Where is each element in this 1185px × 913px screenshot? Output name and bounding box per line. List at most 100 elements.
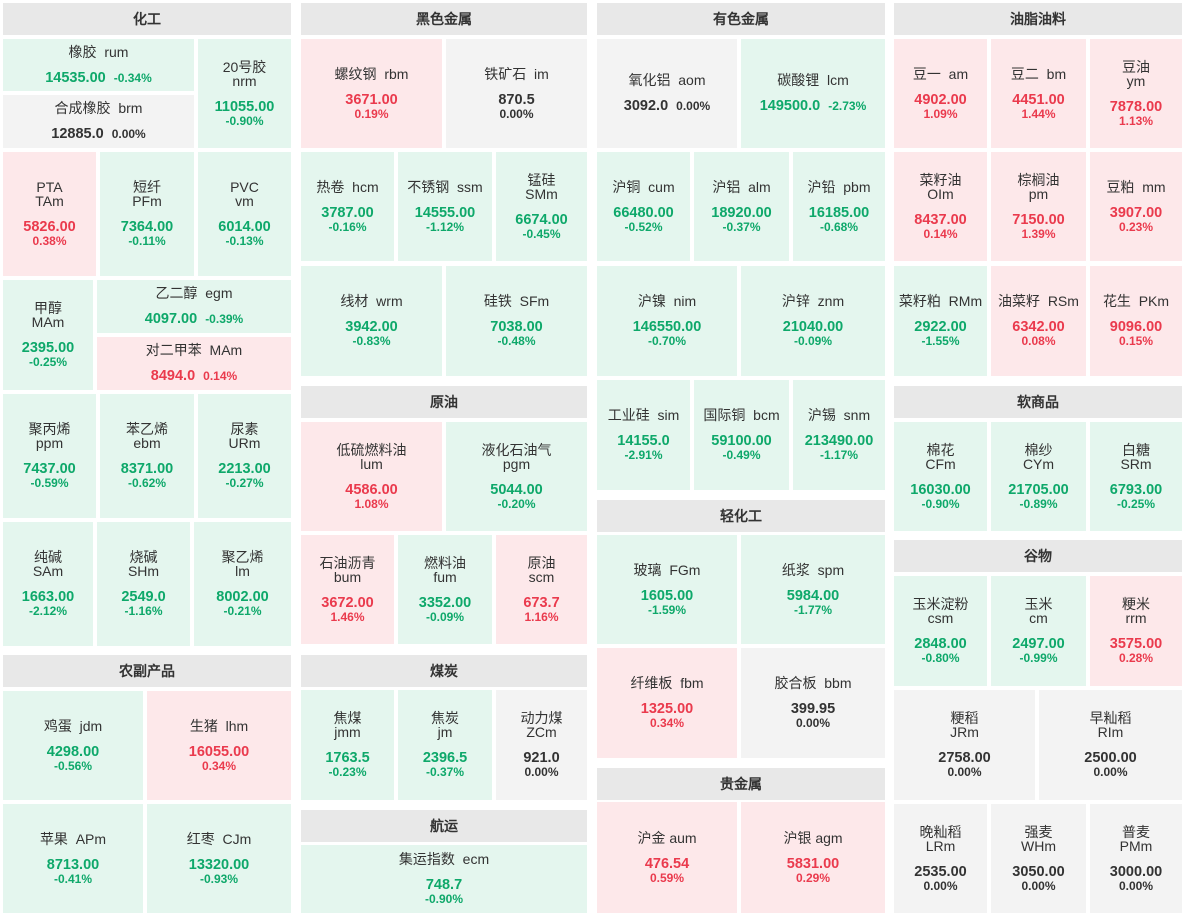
- contract-name: PTA TAm: [35, 179, 64, 209]
- contract-name: 沪锡 snm: [807, 407, 871, 423]
- futures-tile[interactable]: 胶合板 bbm 399.95 0.00%: [741, 648, 885, 758]
- futures-tile[interactable]: 甲醇 MAm 2395.00 -0.25%: [3, 280, 93, 390]
- futures-tile[interactable]: 沪金 aum 476.54 0.59%: [597, 802, 737, 913]
- futures-tile[interactable]: 鸡蛋 jdm 4298.00 -0.56%: [3, 691, 143, 800]
- contract-change: -1.12%: [425, 219, 465, 234]
- futures-tile[interactable]: 豆二 bm 4451.00 1.44%: [991, 39, 1086, 148]
- futures-tile[interactable]: 锰硅 SMm 6674.00 -0.45%: [496, 152, 587, 261]
- futures-tile[interactable]: 20号胶 nrm 11055.00 -0.90%: [198, 39, 291, 148]
- futures-tile[interactable]: 棉花 CFm 16030.00 -0.90%: [894, 422, 987, 531]
- futures-tile[interactable]: 尿素 URm 2213.00 -0.27%: [198, 394, 291, 518]
- contract-price: 2213.00: [218, 461, 271, 477]
- futures-tile[interactable]: 菜籽油 OIm 8437.00 0.14%: [894, 152, 987, 261]
- futures-tile[interactable]: 国际铜 bcm 59100.00 -0.49%: [694, 380, 789, 490]
- contract-change: 0.00%: [499, 106, 534, 121]
- futures-tile[interactable]: 玉米淀粉 csm 2848.00 -0.80%: [894, 576, 987, 686]
- futures-tile[interactable]: 硅铁 SFm 7038.00 -0.48%: [446, 266, 587, 376]
- futures-tile[interactable]: 豆粕 mm 3907.00 0.23%: [1090, 152, 1182, 261]
- futures-tile[interactable]: 碳酸锂 lcm 149500.0 -2.73%: [741, 39, 885, 148]
- futures-tile[interactable]: 粳米 rrm 3575.00 0.28%: [1090, 576, 1182, 686]
- contract-change: -1.59%: [647, 602, 687, 617]
- futures-tile[interactable]: 聚乙烯 lm 8002.00 -0.21%: [194, 522, 291, 646]
- futures-tile[interactable]: 氧化铝 aom 3092.0 0.00%: [597, 39, 737, 148]
- futures-tile[interactable]: 苹果 APm 8713.00 -0.41%: [3, 804, 143, 913]
- futures-tile[interactable]: 油菜籽 RSm 6342.00 0.08%: [991, 266, 1086, 376]
- contract-price: 16055.00: [188, 743, 250, 760]
- contract-name: 硅铁 SFm: [483, 293, 550, 309]
- futures-tile[interactable]: 燃料油 fum 3352.00 -0.09%: [398, 535, 492, 644]
- futures-tile[interactable]: 热卷 hcm 3787.00 -0.16%: [301, 152, 394, 261]
- futures-tile[interactable]: 焦煤 jmm 1763.5 -0.23%: [301, 690, 394, 800]
- contract-name: 纸浆 spm: [781, 561, 845, 578]
- contract-price: 16185.00: [808, 204, 870, 221]
- contract-name: 棉纱 CYm: [1022, 441, 1055, 472]
- contract-price: 3671.00: [345, 91, 398, 108]
- contract-price: 3000.00: [1109, 863, 1163, 880]
- futures-tile[interactable]: 沪铜 cum 66480.00 -0.52%: [597, 152, 690, 261]
- contract-change: -0.89%: [1019, 496, 1058, 511]
- futures-tile[interactable]: 晚籼稻 LRm 2535.00 0.00%: [894, 804, 987, 913]
- contract-price: 8371.00: [120, 461, 174, 477]
- futures-tile[interactable]: 沪镍 nim 146550.00 -0.70%: [597, 266, 737, 376]
- futures-tile[interactable]: 粳稻 JRm 2758.00 0.00%: [894, 690, 1035, 800]
- futures-tile[interactable]: 沪铝 alm 18920.00 -0.37%: [694, 152, 789, 261]
- futures-tile[interactable]: PVC vm 6014.00 -0.13%: [198, 152, 291, 276]
- futures-tile[interactable]: 生猪 lhm 16055.00 0.34%: [147, 691, 291, 800]
- futures-tile[interactable]: 烧碱 SHm 2549.0 -1.16%: [97, 522, 190, 646]
- futures-tile[interactable]: 短纤 PFm 7364.00 -0.11%: [100, 152, 194, 276]
- futures-tile[interactable]: 豆油 ym 7878.00 1.13%: [1090, 39, 1182, 148]
- futures-tile[interactable]: 动力煤 ZCm 921.0 0.00%: [496, 690, 587, 800]
- futures-tile[interactable]: 液化石油气 pgm 5044.00 -0.20%: [446, 422, 587, 531]
- futures-tile[interactable]: 玻璃 FGm 1605.00 -1.59%: [597, 535, 737, 644]
- contract-name: 苹果 APm: [39, 830, 107, 847]
- contract-name: 苯乙烯 ebm: [126, 421, 168, 451]
- futures-tile[interactable]: 强麦 WHm 3050.00 0.00%: [991, 804, 1086, 913]
- futures-tile[interactable]: 乙二醇 egm 4097.00 -0.39%: [97, 280, 291, 333]
- futures-tile[interactable]: 沪铅 pbm 16185.00 -0.68%: [793, 152, 885, 261]
- category-header: 谷物: [894, 540, 1182, 572]
- futures-tile[interactable]: 普麦 PMm 3000.00 0.00%: [1090, 804, 1182, 913]
- futures-tile[interactable]: 石油沥青 bum 3672.00 1.46%: [301, 535, 394, 644]
- futures-tile[interactable]: 沪银 agm 5831.00 0.29%: [741, 802, 885, 913]
- contract-name: 菜籽粕 RMm: [898, 293, 983, 309]
- futures-tile[interactable]: 橡胶 rum 14535.00 -0.34%: [3, 39, 194, 91]
- futures-tile[interactable]: 对二甲苯 MAm 8494.0 0.14%: [97, 337, 291, 390]
- futures-tile[interactable]: 苯乙烯 ebm 8371.00 -0.62%: [100, 394, 194, 518]
- futures-tile[interactable]: 铁矿石 im 870.5 0.00%: [446, 39, 587, 148]
- contract-change: 0.00%: [1118, 878, 1154, 893]
- futures-tile[interactable]: 纸浆 spm 5984.00 -1.77%: [741, 535, 885, 644]
- futures-tile[interactable]: PTA TAm 5826.00 0.38%: [3, 152, 96, 276]
- contract-name: 对二甲苯 MAm: [145, 342, 243, 358]
- futures-tile[interactable]: 纯碱 SAm 1663.00 -2.12%: [3, 522, 93, 646]
- futures-tile[interactable]: 白糖 SRm 6793.00 -0.25%: [1090, 422, 1182, 531]
- futures-tile[interactable]: 合成橡胶 brm 12885.0 0.00%: [3, 95, 194, 148]
- contract-change: -2.73%: [828, 99, 867, 113]
- futures-tile[interactable]: 豆一 am 4902.00 1.09%: [894, 39, 987, 148]
- futures-tile[interactable]: 焦炭 jm 2396.5 -0.37%: [398, 690, 492, 800]
- futures-tile[interactable]: 纤维板 fbm 1325.00 0.34%: [597, 648, 737, 758]
- futures-tile[interactable]: 不锈钢 ssm 14555.00 -1.12%: [398, 152, 492, 261]
- futures-tile[interactable]: 沪锡 snm 213490.00 -1.17%: [793, 380, 885, 490]
- futures-tile[interactable]: 原油 scm 673.7 1.16%: [496, 535, 587, 644]
- futures-tile[interactable]: 低硫燃料油 lum 4586.00 1.08%: [301, 422, 442, 531]
- futures-tile[interactable]: 工业硅 sim 14155.0 -2.91%: [597, 380, 690, 490]
- contract-price: 14155.0: [617, 433, 670, 449]
- contract-price: 3942.00: [345, 319, 398, 335]
- futures-tile[interactable]: 早籼稻 RIm 2500.00 0.00%: [1039, 690, 1182, 800]
- futures-tile[interactable]: 菜籽粕 RMm 2922.00 -1.55%: [894, 266, 987, 376]
- contract-price: 6014.00: [218, 219, 271, 235]
- futures-tile[interactable]: 聚丙烯 ppm 7437.00 -0.59%: [3, 394, 96, 518]
- futures-tile[interactable]: 线材 wrm 3942.00 -0.83%: [301, 266, 442, 376]
- futures-tile[interactable]: 螺纹钢 rbm 3671.00 0.19%: [301, 39, 442, 148]
- futures-tile[interactable]: 棕榈油 pm 7150.00 1.39%: [991, 152, 1086, 261]
- futures-tile[interactable]: 沪锌 znm 21040.00 -0.09%: [741, 266, 885, 376]
- contract-price: 5831.00: [786, 855, 840, 872]
- futures-tile[interactable]: 玉米 cm 2497.00 -0.99%: [991, 576, 1086, 686]
- futures-tile[interactable]: 集运指数 ecm 748.7 -0.90%: [301, 845, 587, 913]
- futures-tile[interactable]: 红枣 CJm 13320.00 -0.93%: [147, 804, 291, 913]
- futures-tile[interactable]: 棉纱 CYm 21705.00 -0.89%: [991, 422, 1086, 531]
- contract-price: 8494.0: [150, 368, 196, 384]
- contract-name: 沪金 aum: [637, 829, 697, 846]
- category-header: 软商品: [894, 386, 1182, 418]
- futures-tile[interactable]: 花生 PKm 9096.00 0.15%: [1090, 266, 1182, 376]
